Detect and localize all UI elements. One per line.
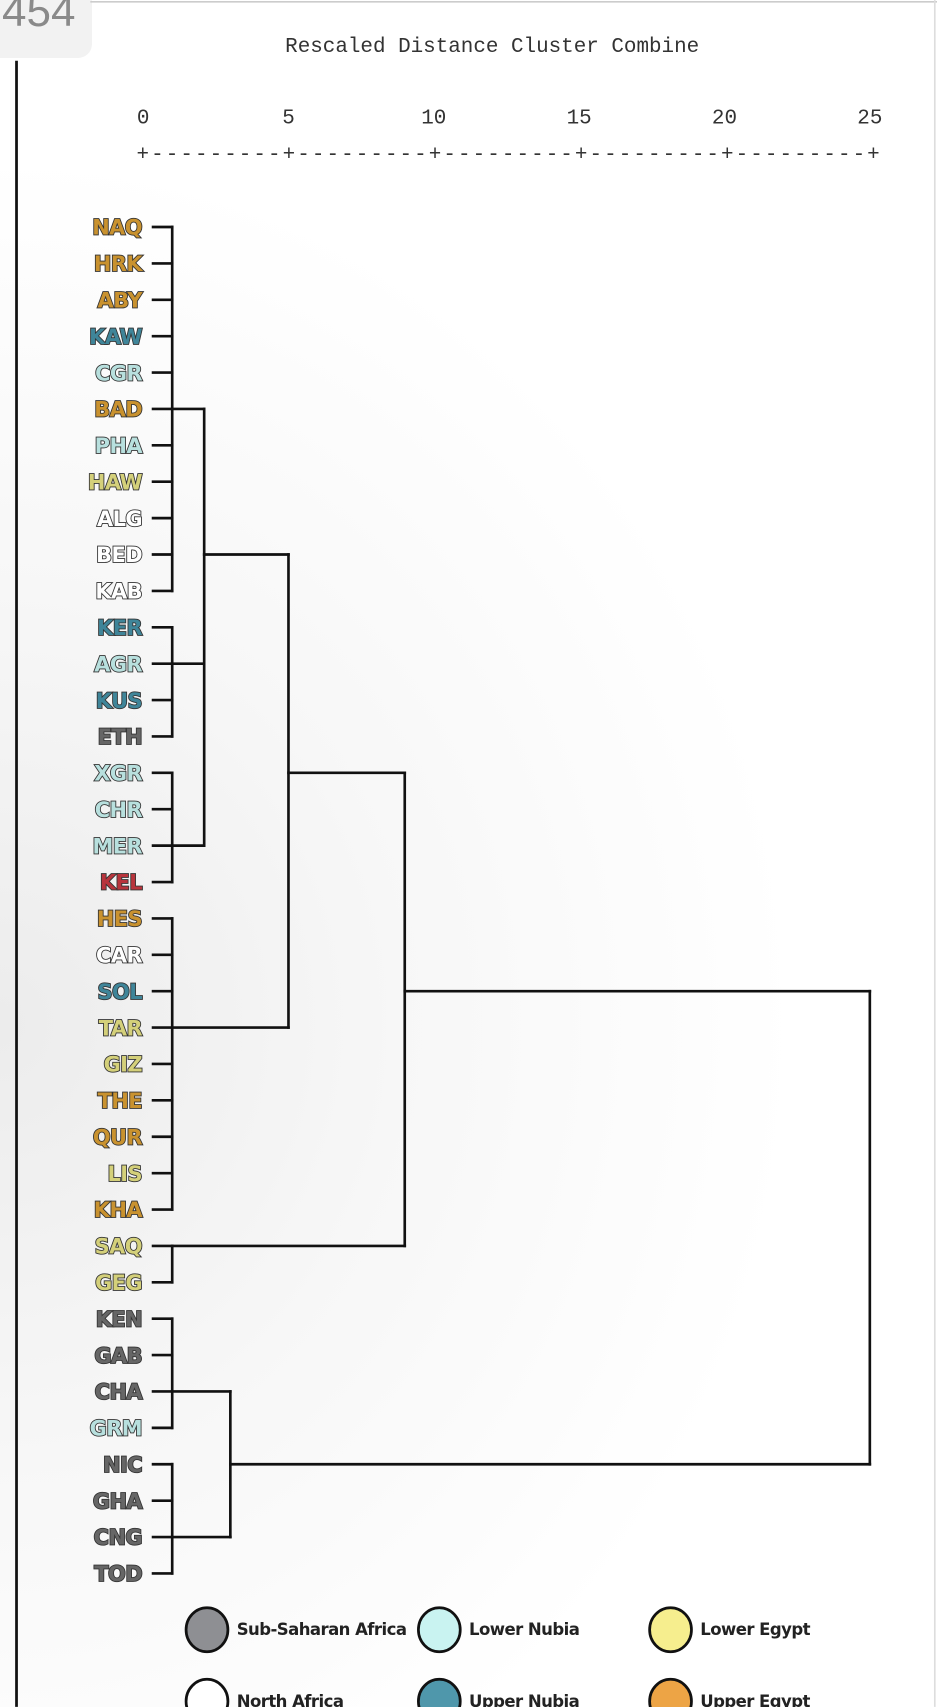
leaf-label-giz: GIZ xyxy=(104,1053,143,1077)
leaf-label-cgr: CGR xyxy=(95,361,142,385)
legend-label-na: North Africa xyxy=(237,1692,344,1707)
leaf-label-kha: KHA xyxy=(94,1198,144,1222)
page-number-text: 454 xyxy=(2,0,76,36)
leaf-label-naq: NAQ xyxy=(92,216,142,240)
leaf-label-bad: BAD xyxy=(94,398,142,422)
leaf-label-chr: CHR xyxy=(95,798,143,822)
legend-label-ssa: Sub-Saharan Africa xyxy=(237,1620,407,1639)
axis-tick-label: 20 xyxy=(712,107,737,130)
leaf-label-alg: ALG xyxy=(97,507,142,531)
leaf-label-cha: CHA xyxy=(95,1380,144,1404)
legend-swatch-un xyxy=(417,1677,462,1707)
leaf-label-kaw: KAW xyxy=(89,325,142,349)
leaf-label-lis: LIS xyxy=(108,1162,143,1186)
leaf-label-bed: BED xyxy=(96,543,142,567)
legend-swatch-ssa xyxy=(184,1606,230,1654)
leaf-label-geg: GEG xyxy=(95,1271,142,1295)
legend-swatch-ln xyxy=(417,1606,462,1654)
leaf-label-mer: MER xyxy=(92,834,142,858)
axis-tick-label: 5 xyxy=(282,107,295,130)
leaf-label-kel: KEL xyxy=(100,871,142,895)
leaf-label-nic: NIC xyxy=(103,1453,142,1477)
leaf-label-the: THE xyxy=(98,1089,142,1113)
leaf-label-hes: HES xyxy=(97,907,142,931)
leaf-label-aby: ABY xyxy=(98,288,144,312)
leaf-label-ken: KEN xyxy=(96,1307,142,1331)
axis-tick-label: 15 xyxy=(567,107,592,130)
leaf-label-saq: SAQ xyxy=(95,1235,142,1259)
leaf-label-car: CAR xyxy=(96,944,142,968)
axis-tick-label: 25 xyxy=(857,107,882,130)
leaf-label-qur: QUR xyxy=(93,1125,143,1149)
leaf-label-eth: ETH xyxy=(98,725,142,749)
chart-title: Rescaled Distance Cluster Combine xyxy=(285,36,699,59)
legend-label-ln: Lower Nubia xyxy=(469,1620,579,1639)
legend-label-le: Lower Egypt xyxy=(700,1620,810,1639)
leaf-label-tar: TAR xyxy=(99,1016,143,1040)
leaf-label-cng: CNG xyxy=(94,1526,142,1550)
axis-ruler: +---------+---------+---------+---------… xyxy=(137,144,880,167)
page-number: 454 xyxy=(0,0,92,58)
leaf-label-grm: GRM xyxy=(90,1417,142,1441)
leaf-label-kus: KUS xyxy=(96,689,142,713)
leaf-label-agr: AGR xyxy=(94,652,142,676)
leaf-label-ker: KER xyxy=(97,616,142,640)
leaf-label-xgr: XGR xyxy=(94,762,142,786)
axis-tick-label: 10 xyxy=(421,107,446,130)
leaf-label-hrk: HRK xyxy=(94,252,143,276)
leaf-label-pha: PHA xyxy=(95,434,144,458)
legend-swatch-na xyxy=(184,1677,230,1707)
leaf-label-kab: KAB xyxy=(95,580,142,604)
legend-label-ue: Upper Egypt xyxy=(700,1692,810,1707)
legend-swatch-le xyxy=(648,1606,693,1654)
axis-tick-label: 0 xyxy=(137,107,150,130)
legend-label-un: Upper Nubia xyxy=(469,1692,579,1707)
leaf-label-sol: SOL xyxy=(98,980,143,1004)
leaf-label-tod: TOD xyxy=(94,1562,142,1586)
legend-swatch-ue xyxy=(648,1677,693,1707)
leaf-label-gab: GAB xyxy=(94,1344,142,1368)
leaf-label-haw: HAW xyxy=(88,470,143,494)
leaf-label-gha: GHA xyxy=(93,1489,144,1513)
